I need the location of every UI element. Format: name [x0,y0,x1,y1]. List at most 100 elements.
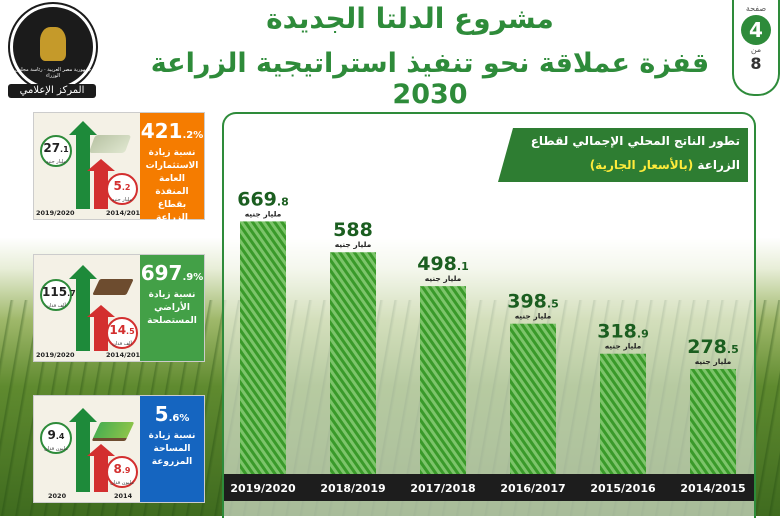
page-indicator: صفحة 4 من 8 [732,0,780,96]
data-label: 398.5 [507,291,559,313]
data-label: 318.9 [597,321,649,343]
logo-ring-text: جمهورية مصر العربية · رئاسة مجلس الوزراء [14,67,92,79]
bar-2018/2019 [330,252,376,474]
stat-percent-main: 5 [154,402,169,426]
chart-subtitle-highlight: (بالأسعار الجارية) [589,158,694,172]
stat-percent-sign: % [193,272,204,283]
old-year-label: 2014 [114,492,133,500]
unit-label: مليار جنيه [515,312,552,321]
x-tick-label: 2015/2016 [590,482,656,495]
card-compare-area: 27.1 مليار جنيه 5.2 مليار جنيه 2019/2020 2… [34,113,145,219]
card-stat-area: 421.2% نسبة زيادة الاستثمارات العامة الم… [140,113,204,223]
page-subtitle: قفزة عملاقة نحو تنفيذ استراتيجية الزراعة… [150,48,710,110]
stat-percent-main: 697 [140,261,183,285]
old-value-dec: .2 [121,183,131,192]
bar-2014/2015 [690,368,736,474]
eagle-icon [40,27,66,61]
x-tick-label: 2019/2020 [230,482,296,495]
bar-2017/2018 [420,286,466,474]
new-value-main: 27 [43,141,61,155]
card-stat-area: 5.6% نسبة زيادة المساحة المزروعة [140,396,204,502]
up-arrow-icon [69,265,97,351]
stat-percent-dec: .2 [182,130,194,141]
stat-card-investments: 27.1 مليار جنيه 5.2 مليار جنيه 2019/2020 2… [33,112,205,223]
stat-percent: 697.9% [140,261,204,285]
data-label: 278.5 [687,336,739,358]
x-tick-label: 2018/2019 [320,482,385,495]
stat-percent-sign: % [193,130,204,141]
stat-percent-dec: .6 [168,413,180,424]
data-label: 588 [333,219,373,241]
up-arrow-icon [69,121,97,209]
card-stat-area: 697.9% نسبة زيادة الأراضي المستصلحة [140,255,204,361]
new-value-main: 9 [47,428,56,442]
old-value-dec: .5 [126,327,135,336]
header: جمهورية مصر العربية · رئاسة مجلس الوزراء… [0,0,780,110]
new-value-circle: 115.7 ألف فدان [40,279,76,311]
bar-2016/2017 [510,323,556,474]
data-label: 498.1 [417,253,469,275]
red-arrow-icon [87,305,115,351]
stat-percent-main: 421 [140,119,183,143]
old-value-circle: 5.2 مليار جنيه [106,173,138,205]
new-value-unit: مليار جنيه [45,159,67,165]
old-year-label: 2014/2015 [106,351,145,359]
stat-description: نسبة زيادة الاستثمارات العامة المنفذة بق… [145,148,199,223]
chart-title-box [498,128,748,182]
old-value-circle: 8.9 مليون فدان [106,456,138,488]
card-compare-area: 115.7 ألف فدان 14.5 ألف فدان 2019/2020 201… [34,255,145,361]
new-value-dec: .1 [60,145,69,154]
page-title: مشروع الدلتا الجديدة [266,2,554,35]
old-value-main: 5 [113,179,122,193]
x-tick-label: 2017/2018 [410,482,475,495]
new-year-label: 2020 [48,492,67,500]
old-value-main: 14 [109,323,127,337]
data-label: 669.8 [237,188,289,210]
soil-icon [92,279,134,295]
old-year-label: 2014/2015 [106,209,145,217]
x-tick-label: 2016/2017 [500,482,565,495]
old-value-unit: مليون فدان [110,480,134,486]
chart-title: تطور الناتج المحلي الإجمالي لقطاع [530,134,740,148]
page-current: 4 [741,15,771,45]
red-arrow-icon [87,444,115,492]
old-value-main: 8 [113,462,122,476]
stat-card-reclaimed-land: 115.7 ألف فدان 14.5 ألف فدان 2019/2020 201… [33,254,205,362]
stat-percent-sign: % [179,413,190,424]
stat-description: نسبة زيادة الأراضي المستصلحة [147,290,197,326]
new-year-label: 2019/2020 [36,351,75,359]
new-value-dec: .4 [55,432,65,441]
logo-banner: المركز الإعلامي [8,84,96,98]
unit-label: مليار جنيه [605,342,642,351]
up-arrow-icon [69,408,97,492]
stat-percent-dec: .9 [182,272,194,283]
old-value-unit: ألف فدان [112,341,132,347]
new-value-dec: .7 [67,289,76,298]
unit-label: مليار جنيه [695,357,732,366]
unit-label: مليار جنيه [245,209,282,218]
old-value-unit: مليار جنيه [111,197,133,203]
stat-percent: 421.2% [140,119,204,143]
x-axis-strip [224,474,754,501]
page-label: صفحة [745,4,767,13]
bar-2015/2016 [600,353,646,474]
page-of: من [750,45,762,54]
unit-label: مليار جنيه [425,274,462,283]
chart-subtitle-prefix: الزراعة [693,158,740,172]
old-value-circle: 14.5 ألف فدان [106,317,138,349]
x-tick-label: 2014/2015 [680,482,745,495]
new-value-unit: ألف فدان [46,303,66,309]
money-icon [88,135,132,153]
farmland-icon [91,422,135,441]
card-compare-area: 9.4 مليون فدان 8.9 مليون فدان 2020 2014 [34,396,140,502]
new-value-main: 115 [42,285,68,299]
bar-2019/2020 [240,221,286,474]
red-arrow-icon [87,159,115,209]
new-value-unit: مليون فدان [44,446,68,452]
new-year-label: 2019/2020 [36,209,75,217]
stat-description: نسبة زيادة المساحة المزروعة [148,431,196,467]
stat-card-cultivated-area: 9.4 مليون فدان 8.9 مليون فدان 2020 2014 5.… [33,395,205,503]
chart-subtitle: الزراعة (بالأسعار الجارية) [510,158,740,172]
logo: جمهورية مصر العربية · رئاسة مجلس الوزراء [10,4,96,90]
